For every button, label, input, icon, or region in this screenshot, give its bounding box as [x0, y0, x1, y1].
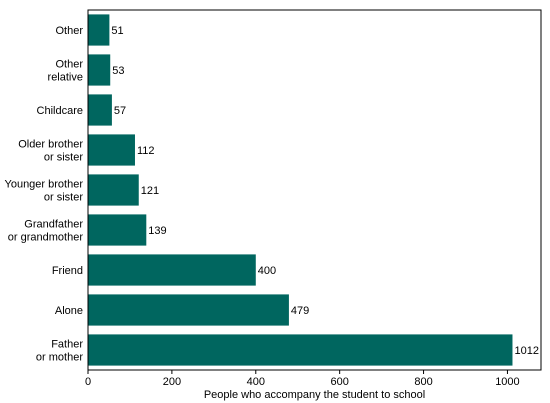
category-label: Friend [52, 265, 83, 277]
bar [88, 334, 513, 366]
bar [88, 94, 112, 126]
category-label: Other relative [48, 59, 84, 84]
category-labels: Other Other relative Childcare Older brother… [5, 25, 84, 364]
x-tick-label: 1000 [495, 376, 519, 388]
value-label: 112 [137, 145, 155, 157]
value-label: 57 [114, 105, 126, 117]
bars-group [88, 14, 513, 366]
value-labels: 51 53 57 112 121 139 400 479 1012 [111, 25, 539, 357]
value-label: 1012 [514, 345, 538, 357]
category-label: Other [55, 25, 83, 37]
bar [88, 254, 256, 286]
category-label: Younger brother or sister [5, 179, 84, 204]
category-label: Older brother or sister [18, 139, 83, 164]
bar [88, 174, 139, 206]
plot-frame [87, 9, 542, 371]
value-label: 53 [112, 65, 124, 77]
bar [88, 134, 135, 166]
x-axis-title: People who accompany the student to scho… [204, 389, 425, 401]
category-label: Father or mother [36, 339, 83, 364]
bar [88, 294, 289, 326]
x-axis: 0 200 400 600 800 1000 [85, 370, 520, 388]
category-label: Alone [55, 305, 83, 317]
category-label: Grandfather or grandmother [8, 219, 84, 244]
x-tick-label: 200 [163, 376, 181, 388]
bar [88, 54, 111, 86]
x-tick-label: 600 [330, 376, 348, 388]
value-label: 139 [148, 225, 166, 237]
x-tick-label: 400 [247, 376, 265, 388]
x-tick-label: 0 [85, 376, 91, 388]
x-tick-label: 800 [414, 376, 432, 388]
value-label: 51 [111, 25, 123, 37]
value-label: 121 [141, 185, 159, 197]
bar [88, 14, 110, 46]
value-label: 400 [258, 265, 276, 277]
bar [88, 214, 147, 246]
value-label: 479 [291, 305, 309, 317]
category-label: Childcare [37, 105, 83, 117]
